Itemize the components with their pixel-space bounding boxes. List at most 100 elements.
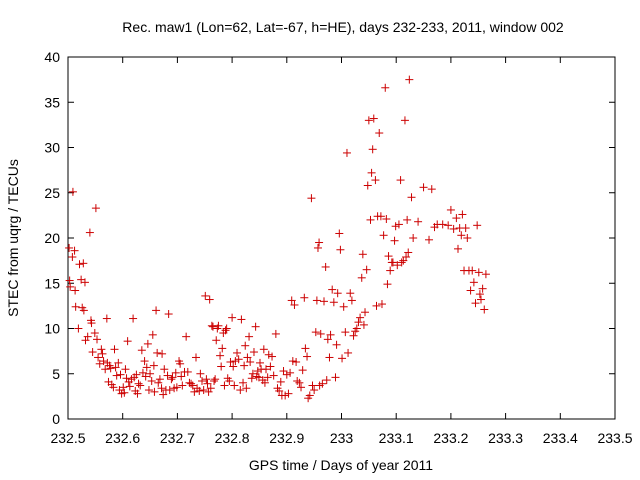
data-point — [153, 348, 162, 357]
data-point — [305, 391, 314, 400]
data-point — [146, 369, 155, 378]
data-point — [468, 266, 477, 275]
data-point — [286, 368, 295, 377]
data-point — [279, 367, 288, 376]
data-point — [249, 348, 258, 357]
data-point — [71, 286, 80, 295]
data-point — [97, 345, 106, 354]
data-point — [70, 246, 79, 255]
data-point — [316, 329, 325, 338]
data-point — [225, 376, 234, 385]
data-point — [154, 378, 163, 387]
data-point — [475, 290, 484, 299]
data-point — [376, 212, 385, 221]
data-point — [287, 296, 296, 305]
data-point — [332, 340, 341, 349]
data-point — [88, 348, 97, 357]
data-point — [202, 375, 211, 384]
x-tick-label: 232.6 — [105, 430, 140, 446]
data-point — [333, 289, 342, 298]
x-axis-label: GPS time / Days of year 2011 — [249, 457, 433, 473]
x-tick-label: 233.1 — [379, 430, 414, 446]
x-tick-label: 233 — [330, 430, 354, 446]
data-point — [407, 193, 416, 202]
data-point — [400, 116, 409, 125]
data-point — [363, 181, 372, 190]
data-point — [172, 383, 181, 392]
data-point — [281, 391, 290, 400]
data-point — [346, 289, 355, 298]
y-tick-label: 40 — [44, 49, 60, 65]
data-point — [357, 273, 366, 282]
data-point — [458, 210, 467, 219]
data-point — [230, 381, 239, 390]
data-point — [361, 308, 370, 317]
data-point — [136, 381, 145, 390]
data-point — [199, 386, 208, 395]
data-point — [419, 183, 428, 192]
data-point — [393, 261, 402, 270]
y-tick-label: 10 — [44, 321, 60, 337]
data-point — [480, 305, 489, 314]
data-point — [165, 386, 174, 395]
data-point — [233, 348, 242, 357]
x-tick-label: 232.7 — [160, 430, 195, 446]
data-point — [275, 386, 284, 395]
data-point — [284, 389, 293, 398]
data-point — [473, 221, 482, 230]
data-point — [142, 363, 151, 372]
data-point — [308, 381, 317, 390]
data-point — [347, 296, 356, 305]
data-point — [471, 299, 480, 308]
data-point — [203, 379, 212, 388]
data-point — [312, 296, 321, 305]
data-point — [109, 383, 118, 392]
data-point — [239, 378, 248, 387]
data-point — [164, 310, 173, 319]
data-point — [129, 314, 138, 323]
data-point — [329, 298, 338, 307]
data-point — [366, 215, 375, 224]
data-point — [454, 244, 463, 253]
data-point — [461, 224, 470, 233]
data-point — [102, 314, 111, 323]
data-point — [211, 375, 220, 384]
data-point — [383, 280, 392, 289]
data-point — [359, 320, 368, 329]
data-point — [377, 300, 386, 309]
data-point — [236, 386, 245, 395]
data-point — [240, 361, 249, 370]
data-point — [241, 341, 250, 350]
data-point — [269, 371, 278, 380]
data-point — [298, 366, 307, 375]
data-point — [183, 367, 192, 376]
data-point — [255, 358, 264, 367]
data-point — [182, 332, 191, 341]
data-point — [323, 335, 332, 344]
data-point — [243, 353, 252, 362]
data-point — [220, 381, 229, 390]
data-point — [391, 222, 400, 231]
data-point — [125, 382, 134, 391]
data-point — [65, 276, 74, 285]
data-point — [276, 377, 285, 386]
data-point — [120, 388, 129, 397]
data-point — [379, 231, 388, 240]
chart-title: Rec. maw1 (Lon=62, Lat=-67, h=HE), days … — [122, 19, 564, 35]
data-point — [204, 387, 213, 396]
data-point — [187, 379, 196, 388]
data-point — [253, 367, 262, 376]
data-point — [344, 348, 353, 357]
data-point — [168, 373, 177, 382]
data-point — [198, 376, 207, 385]
x-tick-label: 233.4 — [543, 430, 578, 446]
data-point — [171, 368, 180, 377]
data-point — [375, 129, 384, 138]
y-tick-label: 35 — [44, 94, 60, 110]
data-point — [409, 234, 418, 242]
data-point — [293, 376, 302, 385]
data-point — [163, 371, 172, 380]
data-point — [271, 329, 280, 338]
data-point — [341, 328, 350, 337]
